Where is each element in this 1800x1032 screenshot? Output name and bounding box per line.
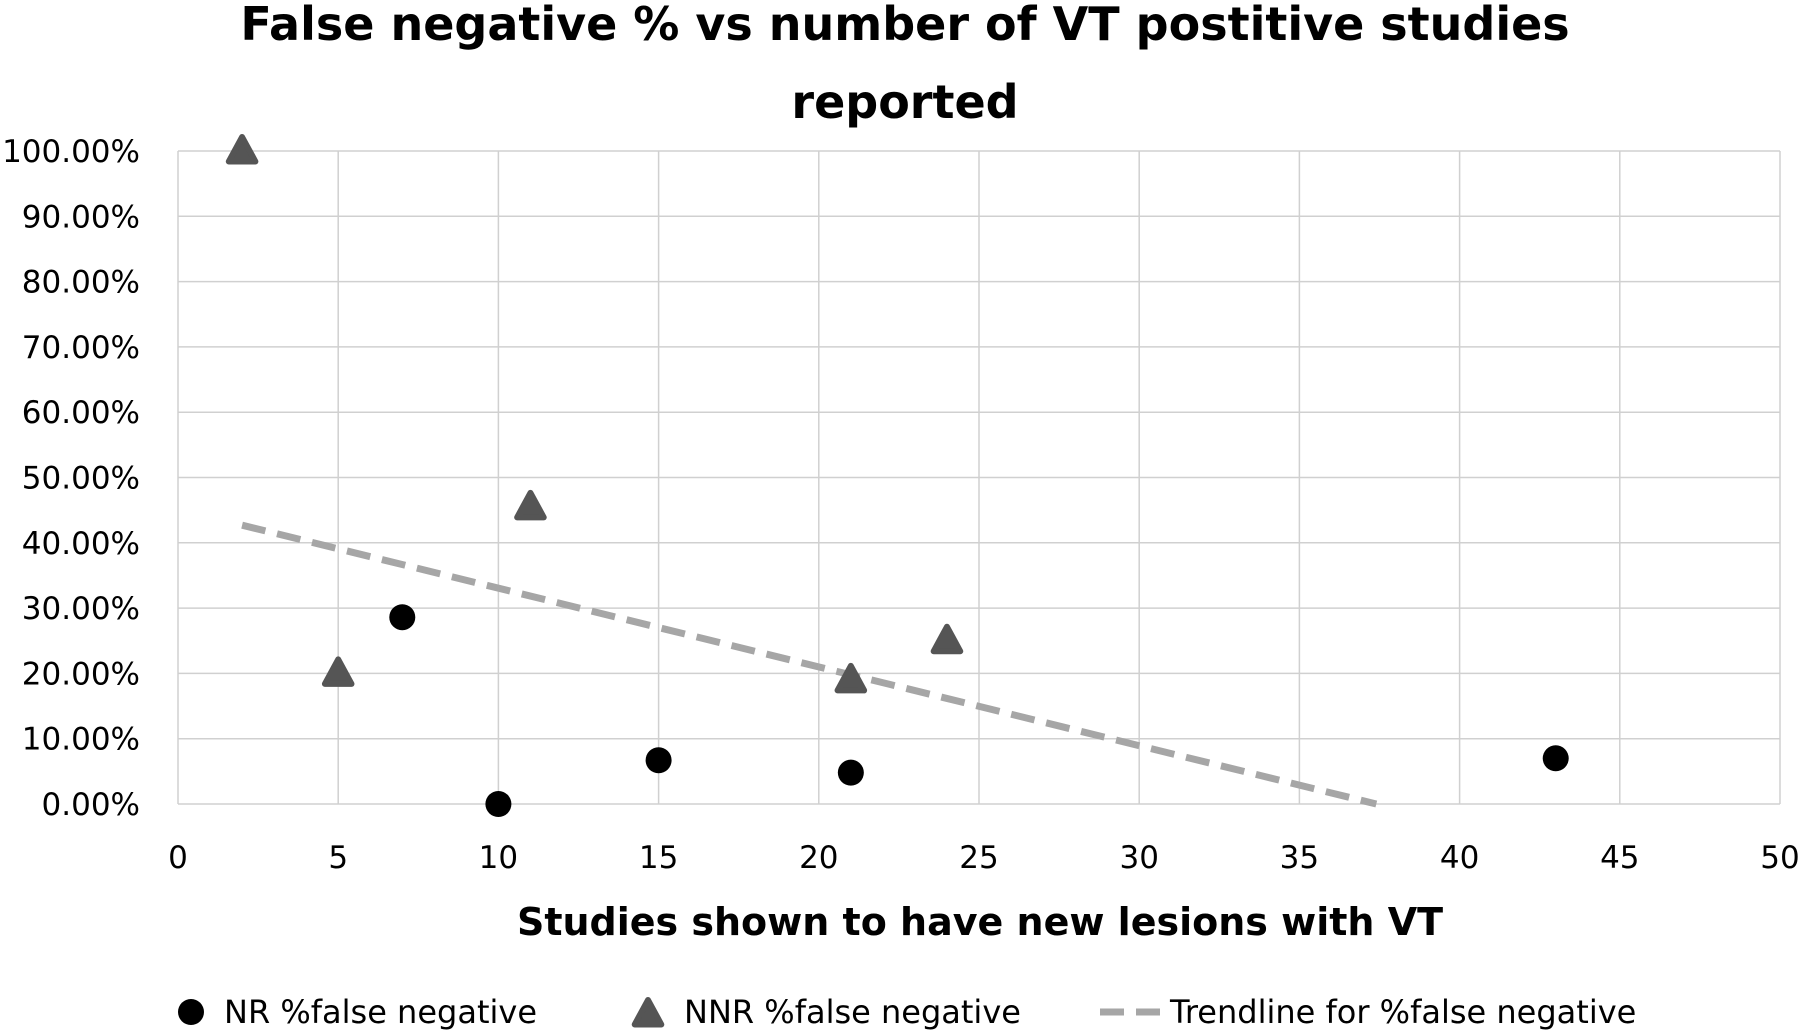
y-tick-label: 90.00% bbox=[22, 199, 140, 235]
grid-lines bbox=[177, 150, 1781, 805]
legend: NR %false negative NNR %false negative Tre… bbox=[178, 993, 1636, 1031]
nr-point-4 bbox=[1542, 745, 1569, 772]
x-tick-label: 45 bbox=[1600, 840, 1639, 876]
y-axis-tick-labels: 0.00% 10.00% 20.00% 30.00% 40.00% 50.00% 60.00… bbox=[2, 134, 140, 823]
nr-point-0 bbox=[389, 604, 416, 631]
x-tick-label: 0 bbox=[168, 840, 188, 876]
legend-nnr-marker bbox=[631, 997, 665, 1028]
nr-point-1 bbox=[485, 791, 512, 817]
nnr-point-0 bbox=[225, 134, 259, 165]
y-tick-label: 70.00% bbox=[22, 330, 140, 366]
nr-point-3 bbox=[837, 759, 864, 786]
legend-nr-marker bbox=[178, 999, 204, 1025]
y-tick-label: 50.00% bbox=[22, 461, 140, 497]
y-tick-label: 10.00% bbox=[22, 722, 140, 758]
trendline-layer bbox=[241, 521, 1378, 808]
nr-point-2 bbox=[645, 747, 672, 774]
trendline bbox=[241, 521, 1378, 808]
nnr-point-4 bbox=[930, 623, 964, 655]
y-tick-label: 60.00% bbox=[22, 395, 140, 431]
legend-trendline-label: Trendline for %false negative bbox=[1169, 993, 1636, 1031]
x-tick-label: 50 bbox=[1760, 840, 1799, 876]
y-tick-label: 100.00% bbox=[2, 134, 140, 170]
y-tick-label: 30.00% bbox=[22, 591, 140, 627]
x-tick-label: 25 bbox=[959, 840, 998, 876]
nnr-point-3 bbox=[834, 662, 868, 694]
chart-title-line-1: False negative % vs number of VT postiti… bbox=[240, 0, 1569, 51]
legend-nr-label: NR %false negative bbox=[224, 993, 537, 1031]
x-tick-label: 5 bbox=[328, 840, 348, 876]
y-tick-label: 20.00% bbox=[22, 656, 140, 692]
nnr-point-2 bbox=[514, 489, 547, 521]
x-axis-title: Studies shown to have new lesions with V… bbox=[517, 900, 1443, 944]
x-axis-tick-labels: 0 5 10 15 20 25 30 35 40 45 50 bbox=[168, 840, 1800, 876]
y-tick-label: 0.00% bbox=[42, 787, 140, 823]
data-points-layer bbox=[225, 134, 1569, 817]
chart-title-line-2: reported bbox=[791, 75, 1018, 129]
x-tick-label: 30 bbox=[1119, 840, 1158, 876]
x-tick-label: 40 bbox=[1440, 840, 1479, 876]
x-tick-label: 15 bbox=[639, 840, 678, 876]
nnr-point-1 bbox=[321, 656, 355, 687]
x-tick-label: 20 bbox=[799, 840, 838, 876]
y-tick-label: 40.00% bbox=[22, 526, 140, 562]
y-tick-label: 80.00% bbox=[22, 265, 140, 301]
legend-nnr-label: NNR %false negative bbox=[684, 993, 1021, 1031]
x-tick-label: 35 bbox=[1280, 840, 1319, 876]
x-tick-label: 10 bbox=[479, 840, 518, 876]
